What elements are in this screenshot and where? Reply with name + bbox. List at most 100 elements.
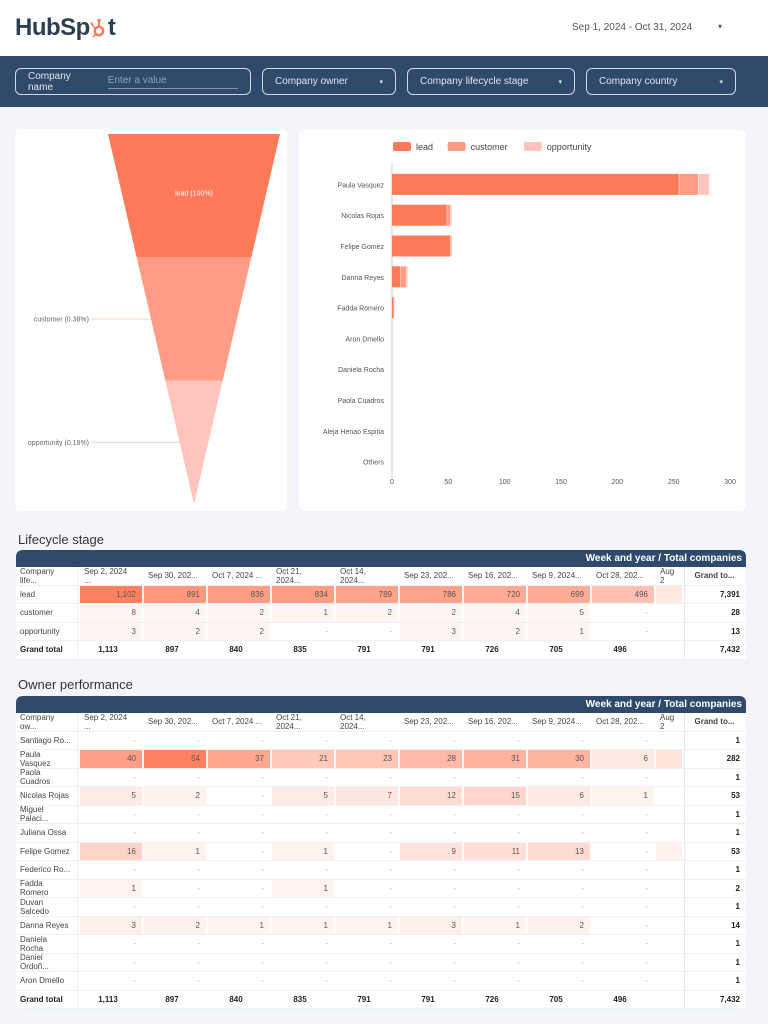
bar-opportunity[interactable] <box>406 266 408 288</box>
row-label: Santiago Ro... <box>16 731 78 749</box>
chevron-down-icon: ▾ <box>717 22 722 31</box>
company-name-filter[interactable]: Company name Enter a value <box>15 68 251 95</box>
column-header[interactable]: Aug 2 <box>660 712 675 731</box>
table-cell: 31 <box>464 750 526 768</box>
funnel-segment-lead[interactable] <box>108 134 280 258</box>
date-range-value: Sep 1, 2024 - Oct 31, 2024 <box>572 22 693 33</box>
table-row: lead 1,102 891 836 834 789 786 720 699 496 7,391 <box>16 585 746 604</box>
table-cell <box>656 917 682 935</box>
table-cell: - <box>197 735 200 745</box>
table-cell: - <box>645 902 648 912</box>
table-cell: 2 <box>336 604 398 622</box>
column-header[interactable]: Sep 16, 202... <box>468 717 518 727</box>
table-cell: - <box>325 976 328 986</box>
column-header[interactable]: Sep 9, 2024... <box>532 571 582 581</box>
column-header[interactable]: Sep 30, 202... <box>148 717 198 727</box>
column-header[interactable]: Company ow... <box>16 713 78 731</box>
table-cell: - <box>645 865 648 875</box>
total-cell: 705 <box>549 645 563 655</box>
row-label: lead <box>16 585 78 603</box>
column-header[interactable]: Oct 7, 2024 ... <box>212 717 263 727</box>
lifecycle-stage-table: Week and year / Total companies Company … <box>16 550 746 660</box>
column-header[interactable]: Sep 23, 202... <box>404 717 454 727</box>
table-cell: - <box>517 809 520 819</box>
total-cell: 496 <box>613 645 627 655</box>
table-cell: 1 <box>272 879 334 897</box>
table-cell: - <box>581 809 584 819</box>
bar-opportunity[interactable] <box>450 204 452 226</box>
table-row: Federico Ro... - - - - - - - - - 1 <box>16 861 746 880</box>
total-cell: 835 <box>293 645 307 655</box>
column-header[interactable]: Sep 9, 2024... <box>532 717 582 727</box>
company-name-input[interactable]: Enter a value <box>107 75 238 89</box>
column-header[interactable]: Oct 28, 202... <box>596 717 645 727</box>
column-header[interactable]: Oct 28, 202... <box>596 571 645 581</box>
bar-customer[interactable] <box>679 173 698 195</box>
column-header[interactable]: Aug 2 <box>660 566 675 585</box>
legend-label-lead[interactable]: lead <box>416 142 433 152</box>
bar-lead[interactable] <box>392 266 401 288</box>
column-header[interactable]: Sep 30, 202... <box>148 571 198 581</box>
company-owner-dropdown[interactable]: Company owner ▾ <box>262 68 396 95</box>
lifecycle-stage-dropdown[interactable]: Company lifecycle stage ▾ <box>407 68 575 95</box>
table-cell: 7 <box>336 787 398 805</box>
table-cell: - <box>517 883 520 893</box>
column-header[interactable]: Oct 21, 2024... <box>276 566 302 585</box>
column-header[interactable]: Grand to... <box>684 567 746 585</box>
column-header[interactable]: Oct 21, 2024... <box>276 712 302 731</box>
column-header[interactable]: Sep 23, 202... <box>404 571 454 581</box>
column-header[interactable]: Sep 2, 2024 ... <box>84 566 128 585</box>
row-label: Fadda Romero <box>16 879 78 897</box>
bar-customer[interactable] <box>450 235 452 257</box>
y-tick-label: Nicolas Rojas <box>341 213 384 220</box>
table-cell: - <box>261 865 264 875</box>
table-cell: - <box>325 735 328 745</box>
table-cell: 28 <box>400 750 462 768</box>
table-cell <box>656 972 682 990</box>
table-band-header: Week and year / Total companies <box>16 696 746 713</box>
bar-lead[interactable] <box>392 297 394 319</box>
table-cell: 2 <box>144 787 206 805</box>
bar-opportunity[interactable] <box>698 173 710 195</box>
table-cell: - <box>645 976 648 986</box>
table-cell: - <box>325 626 328 636</box>
table-cell: - <box>517 772 520 782</box>
funnel-segment-opportunity[interactable] <box>165 380 223 504</box>
row-label: Felipe Gomez <box>16 842 78 860</box>
column-header[interactable]: Sep 2, 2024 ... <box>84 712 128 731</box>
company-country-dropdown[interactable]: Company country ▾ <box>586 68 736 95</box>
column-header[interactable]: Oct 14, 2024... <box>340 566 366 585</box>
grand-total-value: 7,432 <box>684 990 746 1008</box>
date-range-picker[interactable]: Sep 1, 2024 - Oct 31, 2024 ▾ <box>572 22 742 33</box>
bar-lead[interactable] <box>392 204 447 226</box>
table-cell: - <box>261 883 264 893</box>
y-tick-label: Felipe Gomez <box>340 244 384 251</box>
table-row: customer 8 4 2 1 2 2 4 5-28 <box>16 604 746 623</box>
table-cell <box>656 750 682 768</box>
column-header[interactable]: Oct 7, 2024 ... <box>212 571 263 581</box>
chevron-down-icon: ▾ <box>379 78 383 86</box>
table-cell: 4 <box>144 604 206 622</box>
funnel-segment-customer[interactable] <box>136 257 252 381</box>
table-cell <box>656 787 682 805</box>
table-cell: 891 <box>144 585 206 603</box>
legend-swatch-lead <box>393 142 411 151</box>
bar-lead[interactable] <box>392 173 679 195</box>
table-cell: - <box>133 735 136 745</box>
bar-customer[interactable] <box>401 266 407 288</box>
column-header[interactable]: Oct 14, 2024... <box>340 712 366 731</box>
table-cell: - <box>453 828 456 838</box>
table-cell: - <box>645 809 648 819</box>
y-tick-label: Paola Cuadros <box>338 398 385 405</box>
column-header[interactable]: Sep 16, 202... <box>468 571 518 581</box>
legend-label-opportunity[interactable]: opportunity <box>547 142 592 152</box>
legend-label-customer[interactable]: customer <box>471 142 508 152</box>
table-cell: - <box>389 902 392 912</box>
bar-customer[interactable] <box>447 204 451 226</box>
table-cell: - <box>517 957 520 967</box>
column-header[interactable]: Grand to... <box>684 713 746 731</box>
bar-lead[interactable] <box>392 235 451 257</box>
table-cell: - <box>261 939 264 949</box>
column-header[interactable]: Company life... <box>16 567 78 585</box>
table-cell: - <box>325 939 328 949</box>
